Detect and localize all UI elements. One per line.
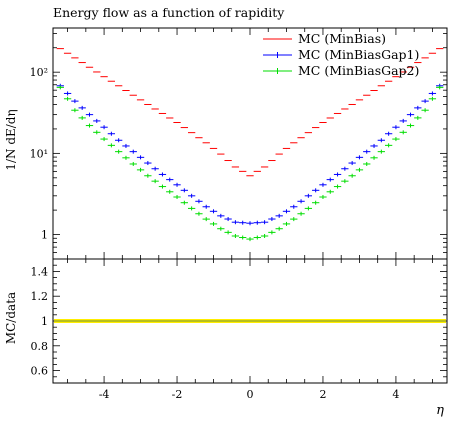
ratio-y-tick-label: 0.8 (31, 340, 49, 353)
ratio-y-tick-label: 1.4 (31, 265, 49, 278)
series-1 (56, 48, 444, 177)
legend: MC (MinBias)MC (MinBiasGap1)MC (MinBiasG… (263, 31, 419, 78)
main-y-tick-label: 10¹ (30, 147, 48, 160)
ratio-y-tick-label: 0.6 (31, 365, 49, 378)
main-y-tick-label: 10² (30, 66, 48, 79)
x-tick-label: -2 (172, 388, 183, 401)
series-2 (56, 83, 444, 226)
main-y-tick-label: 1 (41, 229, 48, 242)
legend-label: MC (MinBiasGap1) (298, 47, 419, 62)
x-tick-label: 0 (247, 388, 254, 401)
ratio-uncertainty-band (54, 319, 446, 323)
ratio-y-tick-label: 1.2 (31, 290, 49, 303)
ratio-y-tick-label: 1 (41, 315, 48, 328)
legend-label: MC (MinBiasGap2) (298, 63, 419, 78)
ratio-panel: 0.6 0.8 1 1.2 1.4 -4 -2 0 2 4 (31, 258, 448, 401)
series-3 (56, 85, 444, 242)
x-axis-label: η (436, 403, 444, 418)
legend-label: MC (MinBias) (298, 31, 386, 46)
chart-title: Energy flow as a function of rapidity (53, 5, 285, 20)
x-tick-label: 2 (319, 388, 326, 401)
x-tick-label: -4 (99, 388, 110, 401)
main-y-axis-label: 1/N dE/dη (4, 109, 18, 170)
ratio-y-axis-label: MC/data (4, 292, 18, 344)
x-tick-label: 4 (392, 388, 399, 401)
